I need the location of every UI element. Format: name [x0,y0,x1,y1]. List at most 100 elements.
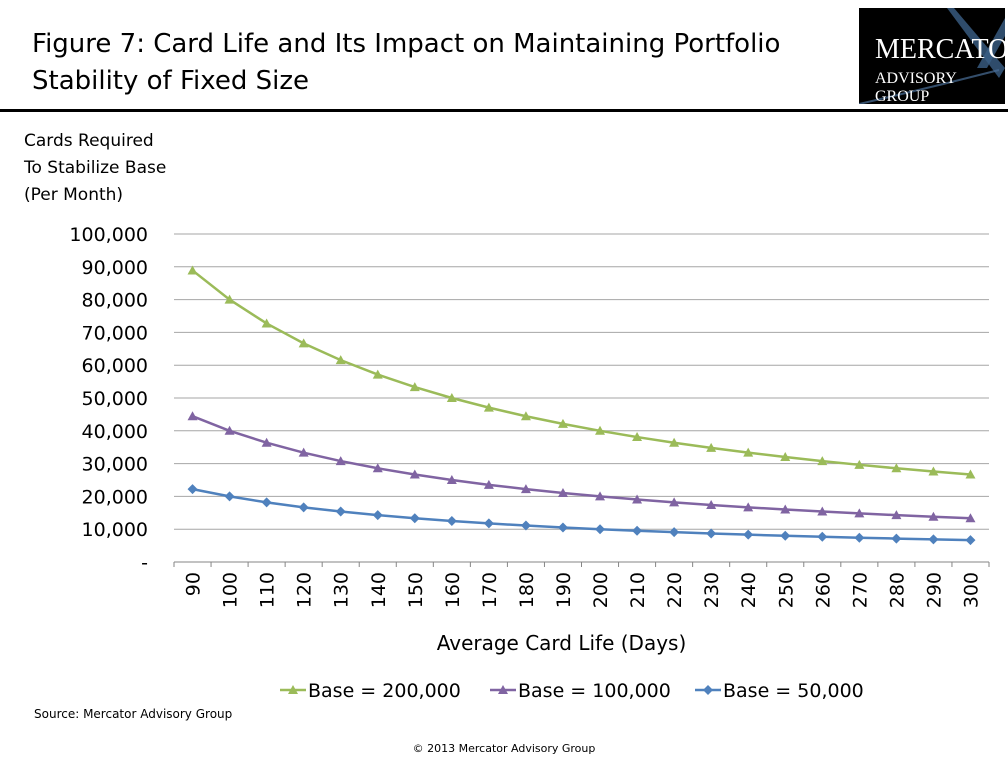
x-tick-label: 170 [479,572,501,608]
data-point [187,265,198,275]
data-point [261,497,272,508]
data-point [632,432,643,442]
data-point [335,506,346,517]
y-axis-title-line: To Stabilize Base [24,158,167,178]
x-tick-label: 270 [849,572,871,608]
data-point [409,469,420,479]
data-point [446,393,457,402]
data-point [298,338,309,348]
y-tick-label: 60,000 [82,355,148,377]
data-point [520,520,531,531]
x-axis-title: Average Card Life (Days) [437,631,687,655]
data-point [632,494,643,504]
y-axis-title-line: Cards Required [24,131,154,151]
legend-label: Base = 100,000 [518,680,671,702]
data-point [261,318,272,328]
data-point [298,447,309,457]
data-point [520,484,531,494]
data-point [224,425,235,435]
data-point [965,469,976,479]
data-point [372,510,383,521]
data-point [595,491,606,501]
data-point [669,497,680,507]
x-tick-label: 150 [405,572,427,608]
data-point [891,533,902,544]
x-tick-label: 230 [701,572,723,608]
data-point [335,456,346,466]
series-line [192,415,971,520]
x-tick-label: 90 [183,572,205,596]
logo-line-1: MERCATOR [875,34,1005,65]
y-tick-label: 30,000 [82,454,148,476]
x-tick-label: 190 [553,572,575,608]
data-point [854,508,865,518]
data-point [595,524,606,535]
data-point [780,452,791,462]
data-point [928,534,939,545]
x-tick-label: 250 [775,572,797,608]
chart-title: Figure 7: Card Life and Its Impact on Ma… [32,26,852,100]
data-point [187,411,198,421]
y-tick-label: 100,000 [69,224,148,246]
y-axis-title: Cards Required To Stabilize Base (Per Mo… [24,128,166,209]
y-tick-label: - [141,552,148,574]
y-tick-label: 50,000 [82,388,148,410]
data-point [483,402,494,412]
data-point [965,535,976,546]
series-line [192,487,971,542]
data-point [372,369,383,379]
data-point [854,459,865,469]
x-tick-label: 220 [664,572,686,608]
data-point [187,484,198,495]
data-point [595,425,606,435]
data-point [409,513,420,524]
data-point [817,531,828,542]
data-point [706,442,717,452]
x-tick-label: 100 [220,572,242,608]
data-point [706,528,717,539]
x-tick-label: 300 [960,572,982,608]
y-tick-label: 40,000 [82,421,148,443]
x-tick-label: 280 [886,572,908,608]
data-point [335,355,346,365]
data-point [224,294,235,304]
legend-label: Base = 200,000 [308,680,461,702]
legend-marker [288,685,298,694]
y-tick-label: 70,000 [82,322,148,344]
data-point [817,456,828,466]
x-tick-label: 160 [442,572,464,608]
data-point [891,510,902,520]
y-tick-label: 90,000 [82,257,148,279]
legend-marker [703,685,713,695]
y-axis-title-line: (Per Month) [24,185,124,205]
data-point [224,491,235,502]
series-line [191,269,971,476]
copyright: © 2013 Mercator Advisory Group [412,742,596,755]
data-point [557,418,568,428]
mercator-logo: MERCATOR ADVISORY GROUP [859,8,1005,104]
data-point [669,527,680,538]
legend-label: Base = 50,000 [723,680,864,702]
y-tick-label: 10,000 [82,519,148,541]
x-tick-label: 200 [590,572,612,608]
title-line-2: Stability of Fixed Size [32,66,309,96]
logo-line-2: ADVISORY GROUP [875,70,957,104]
data-point [780,530,791,541]
data-point [706,499,717,509]
legend-marker [498,685,508,694]
data-point [632,525,643,536]
x-tick-label: 120 [294,572,316,608]
data-point [669,437,680,447]
data-point [817,506,828,516]
data-point [446,475,457,484]
data-point [483,518,494,529]
title-divider [0,109,1008,112]
data-point [409,382,420,392]
data-point [854,532,865,543]
data-point [520,411,531,421]
y-tick-label: 20,000 [82,486,148,508]
source-note: Source: Mercator Advisory Group [34,707,233,721]
title-line-1: Figure 7: Card Life and Its Impact on Ma… [32,29,781,59]
data-point [965,513,976,523]
